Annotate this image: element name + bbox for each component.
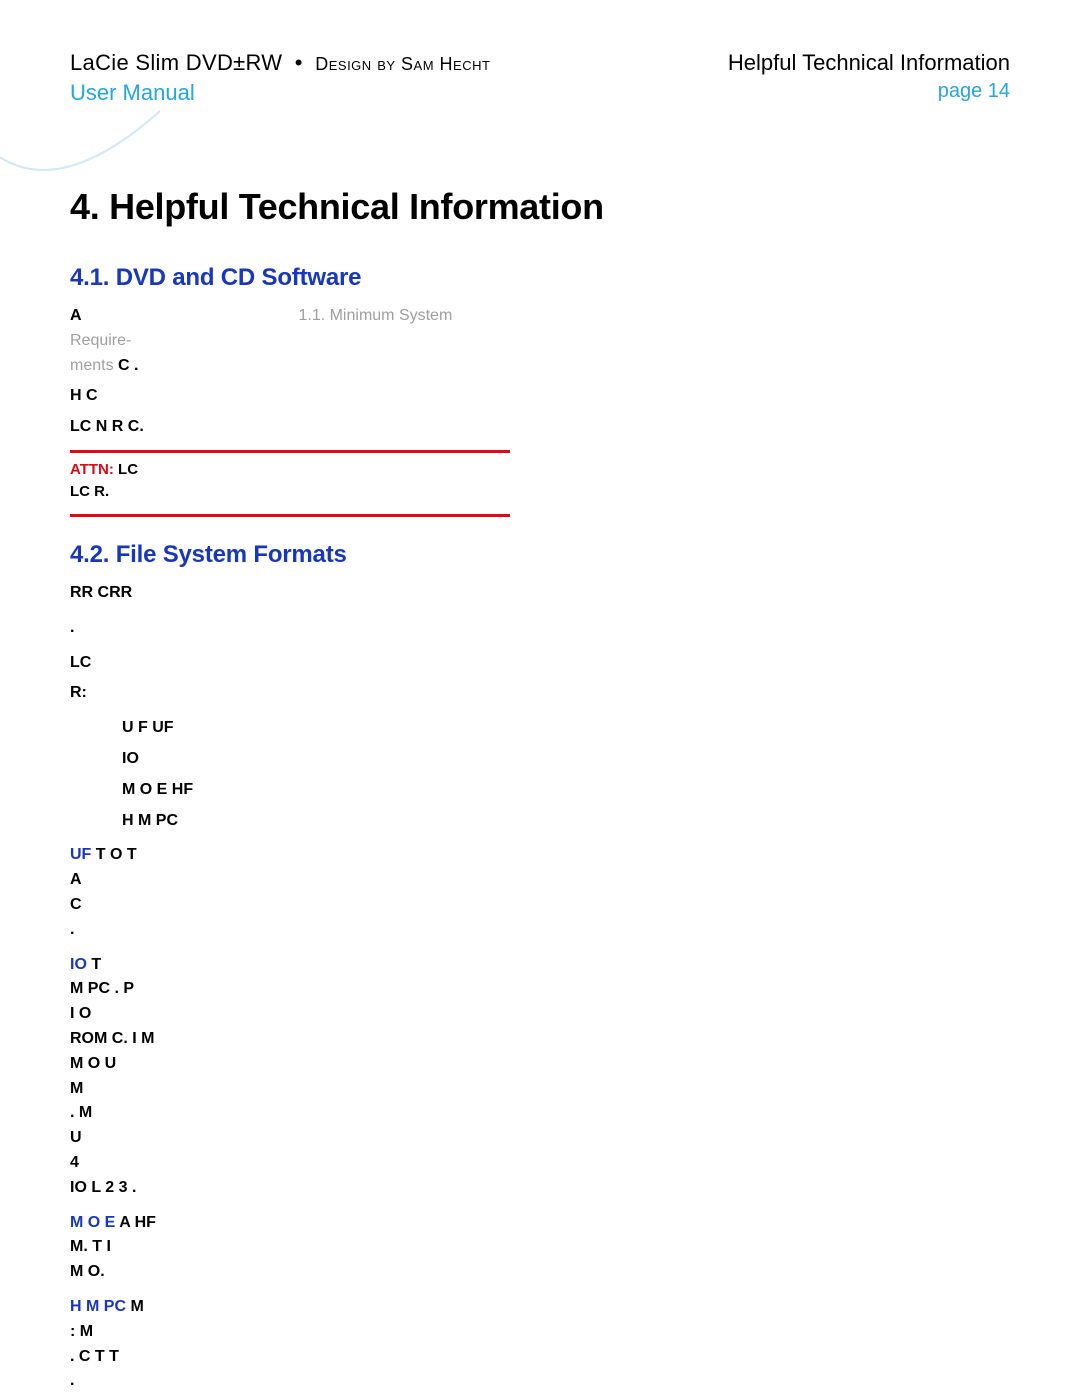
page-header: LaCie Slim DVD±RW • Design by Sam Hecht … — [70, 50, 1010, 106]
s42-bullet-hybrid: H M PC — [70, 809, 510, 834]
product-brand: LaCie Slim DVD±RW — [70, 50, 282, 75]
header-section-title: Helpful Technical Information — [728, 50, 1010, 76]
notice-rule-bottom — [70, 514, 510, 517]
s41-p1: A xxxxxxxxxxxxxxxxxxxxxxxxxx 1.1. Minimu… — [70, 304, 510, 378]
s42-udf: UF T O T A C . — [70, 843, 510, 942]
section-41-body: A xxxxxxxxxxxxxxxxxxxxxxxxxx 1.1. Minimu… — [70, 304, 510, 440]
s42-bullet-iso: IO — [70, 747, 510, 772]
s42-p1: . — [70, 616, 510, 641]
section-42-heading: 4.2. File System Formats — [70, 541, 1010, 569]
s42-p2b: R: — [70, 681, 510, 706]
page-number: page 14 — [728, 80, 1010, 103]
section-42-body: RR CRR . LC R: U F UF IO M O E HF H M PC… — [70, 581, 510, 1394]
s42-moe: M O E A HF M. T I M O. — [70, 1211, 510, 1285]
s42-iso: IO T M PC . P I O ROM C. I M M O U M . M… — [70, 953, 510, 1201]
product-line: LaCie Slim DVD±RW • Design by Sam Hecht — [70, 50, 490, 76]
bullet: • — [295, 50, 303, 75]
s41-p3: LC N R C. — [70, 415, 510, 440]
s42-hybrid: H M PC M : M . C T T . — [70, 1295, 510, 1394]
user-manual-label: User Manual — [70, 80, 490, 106]
chapter-heading: 4. Helpful Technical Information — [70, 186, 1010, 228]
s41-p2: H C — [70, 384, 510, 409]
notice-label: ATTN: — [70, 461, 114, 478]
s42-intro: RR CRR — [70, 581, 510, 606]
designer: Design by Sam Hecht — [315, 54, 490, 74]
s42-bullet-moe: M O E HF — [70, 778, 510, 803]
notice-rule-top — [70, 450, 510, 453]
important-notice: ATTN: LC LC R. — [70, 459, 510, 504]
header-left: LaCie Slim DVD±RW • Design by Sam Hecht … — [70, 50, 490, 106]
section-41-heading: 4.1. DVD and CD Software — [70, 264, 1010, 292]
s42-p2a: LC — [70, 651, 510, 676]
s42-bullet-udf: U F UF — [70, 716, 510, 741]
header-right: Helpful Technical Information page 14 — [728, 50, 1010, 103]
